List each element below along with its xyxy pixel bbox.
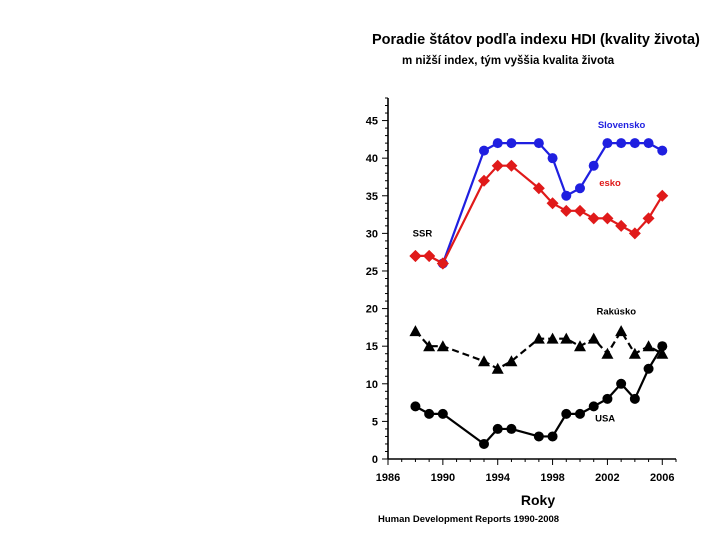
series-line-esko xyxy=(415,164,664,265)
data-point-rak-sko xyxy=(560,332,573,344)
data-point-esko xyxy=(656,189,669,202)
x-axis-label: Roky xyxy=(521,492,555,508)
data-point-rak-sko xyxy=(491,362,504,374)
data-point-slovensko xyxy=(643,138,654,149)
data-point-esko xyxy=(546,197,559,210)
data-point-usa xyxy=(575,408,585,419)
data-point-esko xyxy=(491,159,504,172)
data-point-usa xyxy=(533,431,544,442)
data-point-rak-sko xyxy=(478,355,490,367)
data-point-slovensko xyxy=(588,160,599,171)
data-point-esko xyxy=(560,204,573,217)
data-point-rak-sko xyxy=(436,340,449,352)
x-tick-label: 1986 xyxy=(376,472,400,484)
data-point-esko xyxy=(574,204,586,217)
x-tick-label: 1994 xyxy=(485,472,510,484)
y-tick-label: 30 xyxy=(366,228,378,240)
data-point-esko xyxy=(478,174,490,187)
series-line-rak-sko xyxy=(414,330,663,370)
data-point-ssr xyxy=(409,249,422,262)
data-point-usa xyxy=(643,363,654,374)
data-point-usa xyxy=(410,401,421,412)
data-point-esko xyxy=(628,227,641,240)
data-point-esko xyxy=(587,212,600,225)
y-tick-label: 20 xyxy=(366,304,378,316)
data-point-usa xyxy=(588,401,599,412)
series-label-esko: esko xyxy=(599,178,621,189)
data-point-slovensko xyxy=(506,138,517,149)
y-tick-label: 15 xyxy=(366,341,378,353)
chart-source: Human Development Reports 1990-2008 xyxy=(378,514,560,525)
data-point-usa xyxy=(437,408,448,419)
data-point-rak-sko xyxy=(587,332,600,344)
y-tick-label: 25 xyxy=(366,266,378,278)
x-tick-label: 1998 xyxy=(540,472,564,484)
y-tick-label: 40 xyxy=(366,153,378,165)
x-tick-label: 2002 xyxy=(595,472,619,484)
series-label-slovensko: Slovensko xyxy=(598,120,646,131)
y-tick-label: 0 xyxy=(372,454,378,466)
data-point-usa xyxy=(424,408,435,419)
series-line-usa xyxy=(414,345,664,446)
data-point-esko xyxy=(601,212,614,225)
data-point-esko xyxy=(532,182,545,195)
x-tick-label: 1990 xyxy=(431,472,455,484)
data-point-usa xyxy=(629,393,640,404)
data-point-usa xyxy=(492,423,503,434)
data-point-rak-sko xyxy=(546,332,559,344)
y-tick-label: 35 xyxy=(366,191,378,203)
data-point-slovensko xyxy=(657,145,668,156)
y-tick-label: 5 xyxy=(372,416,378,428)
data-point-slovensko xyxy=(547,153,558,164)
y-tick-label: 10 xyxy=(366,379,378,391)
chart-subtitle: m nižší index, tým vyššia kvalita života xyxy=(402,55,615,67)
data-point-slovensko xyxy=(479,145,489,156)
data-point-usa xyxy=(547,431,558,442)
data-point-usa xyxy=(561,408,572,419)
data-point-esko xyxy=(615,219,628,232)
data-point-usa xyxy=(602,393,613,404)
data-point-slovensko xyxy=(561,190,572,201)
data-point-slovensko xyxy=(492,138,503,149)
data-point-ssr xyxy=(436,257,449,270)
data-point-esko xyxy=(642,212,655,225)
data-point-rak-sko xyxy=(409,325,422,337)
chart-title: Poradie štátov podľa indexu HDI (kvality… xyxy=(372,32,700,48)
data-point-rak-sko xyxy=(628,347,641,359)
data-point-rak-sko xyxy=(601,347,614,359)
data-point-ssr xyxy=(423,249,436,262)
data-point-usa xyxy=(657,341,668,352)
series-label-usa: USA xyxy=(595,413,615,424)
data-point-rak-sko xyxy=(532,332,545,344)
data-point-slovensko xyxy=(533,138,544,149)
data-point-slovensko xyxy=(602,138,613,149)
data-point-slovensko xyxy=(616,138,627,149)
y-tick-label: 45 xyxy=(366,116,378,128)
data-point-esko xyxy=(505,159,518,172)
data-point-rak-sko xyxy=(505,355,518,367)
data-point-slovensko xyxy=(575,183,585,194)
data-point-usa xyxy=(616,378,627,389)
data-point-rak-sko xyxy=(642,340,655,352)
data-point-rak-sko xyxy=(615,325,628,337)
data-point-rak-sko xyxy=(423,340,436,352)
data-point-rak-sko xyxy=(574,340,586,352)
data-point-slovensko xyxy=(629,138,640,149)
data-point-usa xyxy=(506,423,517,434)
series-label-ssr: SSR xyxy=(413,228,433,239)
series-label-rak-sko: Rakúsko xyxy=(596,307,636,318)
data-point-usa xyxy=(479,438,489,449)
data-point-rak-sko xyxy=(656,347,669,359)
x-tick-label: 2006 xyxy=(650,472,674,484)
